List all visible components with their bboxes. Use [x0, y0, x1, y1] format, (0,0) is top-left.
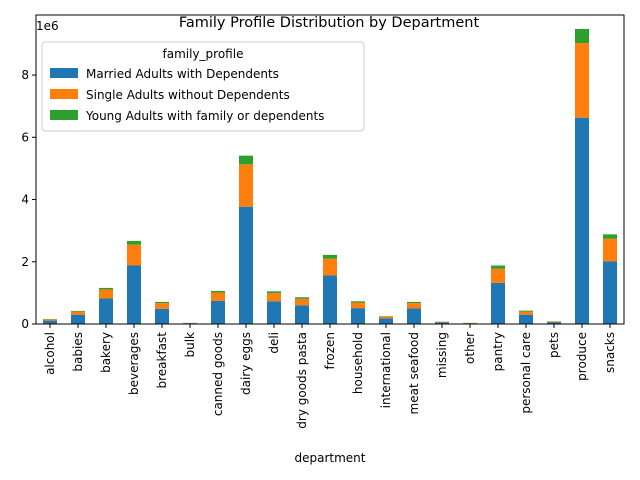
- bar-segment: [267, 301, 281, 324]
- bar-segment: [435, 321, 449, 323]
- x-tick-label: beverages: [127, 332, 141, 395]
- bar-segment: [379, 316, 393, 319]
- bar-segment: [491, 282, 505, 324]
- x-axis-ticks: alcohol babies bakery beverages breakfast bul…: [43, 324, 617, 429]
- bar-segment: [127, 244, 141, 266]
- bar-segment: [575, 117, 589, 324]
- legend-items: Married Adults with Dependents Single Adu…: [50, 67, 324, 123]
- bar-segment: [267, 293, 281, 302]
- bar-segment: [407, 303, 421, 309]
- bar-segment: [407, 308, 421, 324]
- bar-segment: [43, 319, 57, 321]
- bar-segment: [351, 301, 365, 303]
- bar-segment: [71, 311, 85, 315]
- bar-segment: [71, 314, 85, 324]
- x-axis-label: department: [295, 451, 366, 465]
- bar-segment: [379, 318, 393, 324]
- x-tick-label: meat seafood: [407, 332, 421, 414]
- bar-segment: [575, 29, 589, 43]
- x-tick-label: frozen: [323, 332, 337, 370]
- y-axis-ticks: 0 2 4 6 8: [21, 68, 36, 331]
- x-tick-label: household: [351, 332, 365, 394]
- bar-segment: [155, 301, 169, 304]
- x-tick-label: alcohol: [43, 332, 57, 375]
- bar-segment: [323, 258, 337, 276]
- bars-group: [43, 29, 617, 324]
- bar-segment: [211, 300, 225, 324]
- legend-swatch: [50, 89, 78, 99]
- y-tick-label: 4: [21, 193, 29, 207]
- x-tick-label: canned goods: [211, 332, 225, 416]
- y-axis-multiplier-label: 1e6: [36, 19, 59, 33]
- bar-segment: [603, 234, 617, 239]
- legend-swatch: [50, 68, 78, 78]
- y-tick-label: 2: [21, 255, 29, 269]
- bar-segment: [323, 275, 337, 324]
- bar-segment: [239, 155, 253, 165]
- x-tick-label: international: [379, 332, 393, 408]
- x-tick-label: personal care: [519, 332, 533, 414]
- bar-segment: [603, 238, 617, 262]
- x-tick-label: snacks: [603, 332, 617, 373]
- bar-segment: [351, 308, 365, 324]
- legend-swatch: [50, 110, 78, 120]
- bar-segment: [575, 43, 589, 118]
- bar-segment: [127, 265, 141, 324]
- plot-area-frame: [35, 14, 625, 325]
- legend-label: Married Adults with Dependents: [86, 67, 279, 81]
- bar-segment: [127, 240, 141, 245]
- x-tick-label: bakery: [99, 332, 113, 373]
- x-tick-label: pantry: [491, 332, 505, 371]
- legend-label: Young Adults with family or dependents: [85, 109, 324, 123]
- x-tick-label: breakfast: [155, 332, 169, 389]
- y-tick-label: 0: [21, 317, 29, 331]
- bar-segment: [239, 164, 253, 207]
- bar-segment: [43, 320, 57, 324]
- bar-segment: [351, 302, 365, 309]
- legend-label: Single Adults without Dependents: [86, 88, 290, 102]
- x-tick-label: bulk: [183, 332, 197, 358]
- bar-segment: [211, 291, 225, 293]
- bar-segment: [99, 298, 113, 324]
- x-tick-label: other: [463, 332, 477, 364]
- bar-segment: [519, 310, 533, 312]
- bar-segment: [295, 305, 309, 324]
- x-tick-label: dairy eggs: [239, 332, 253, 395]
- bar-segment: [547, 321, 561, 323]
- bar-segment: [295, 298, 309, 306]
- bar-segment: [239, 206, 253, 324]
- chart-title: Family Profile Distribution by Departmen…: [179, 15, 480, 31]
- bar-segment: [267, 291, 281, 294]
- y-tick-label: 6: [21, 130, 29, 144]
- x-tick-label: missing: [435, 332, 449, 378]
- x-tick-label: babies: [71, 332, 85, 372]
- bar-segment: [407, 301, 421, 304]
- x-tick-label: produce: [575, 332, 589, 381]
- bar-segment: [295, 297, 309, 299]
- bar-segment: [155, 308, 169, 324]
- bar-segment: [547, 322, 561, 324]
- bar-segment: [491, 268, 505, 283]
- bar-segment: [323, 254, 337, 259]
- bar-segment: [71, 310, 85, 312]
- bar-segment: [155, 303, 169, 309]
- bar-segment: [211, 292, 225, 301]
- bar-segment: [491, 265, 505, 269]
- legend-box: [41, 41, 365, 132]
- bar-segment: [435, 322, 449, 324]
- bar-segment: [99, 289, 113, 299]
- x-tick-label: pets: [547, 332, 561, 358]
- x-tick-label: dry goods pasta: [295, 332, 309, 429]
- x-tick-label: deli: [267, 332, 281, 354]
- legend-title: family_profile: [163, 47, 244, 61]
- legend: family_profile Married Adults with Depen…: [41, 41, 365, 132]
- bar-segment: [603, 261, 617, 324]
- bar-segment: [99, 287, 113, 290]
- bar-segment: [519, 311, 533, 315]
- y-tick-label: 8: [21, 68, 29, 82]
- bar-segment: [519, 314, 533, 324]
